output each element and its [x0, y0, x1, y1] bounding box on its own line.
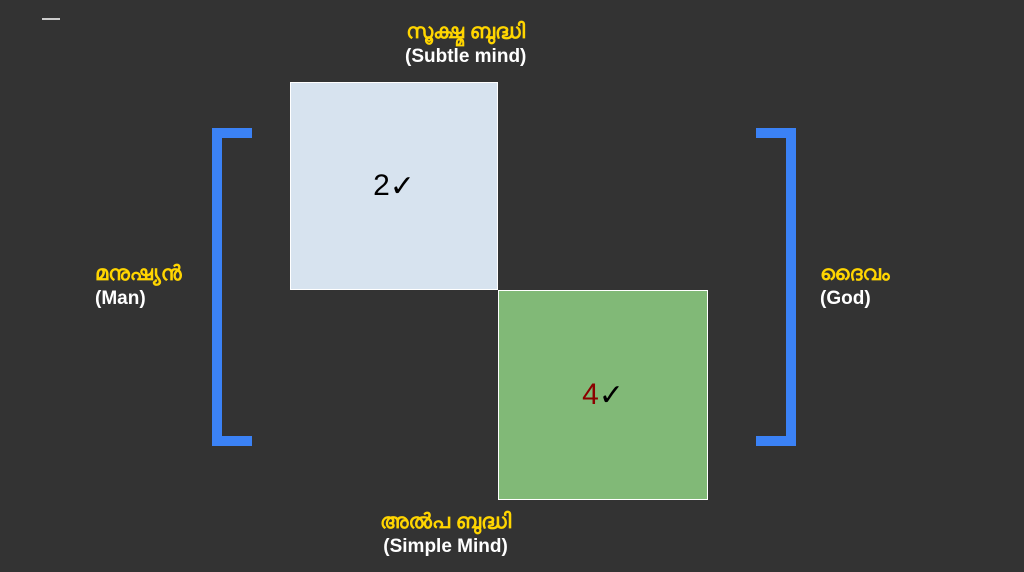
label-bottom-primary: അൽപ ബുദ്ധി [380, 508, 511, 535]
label-left-secondary: (Man) [95, 287, 182, 312]
label-bottom-secondary: (Simple Mind) [380, 535, 511, 560]
label-top-primary: സൂക്ഷ്മ ബുദ്ധി [405, 18, 526, 45]
bracket-left [212, 128, 252, 446]
label-left-primary: മനുഷ്യൻ [95, 260, 182, 287]
label-left: മനുഷ്യൻ (Man) [95, 260, 182, 312]
bracket-right [756, 128, 796, 446]
label-right-primary: ദൈവം [820, 260, 890, 287]
check-icon: ✓ [390, 169, 415, 204]
label-top: സൂക്ഷ്മ ബുദ്ധി (Subtle mind) [405, 18, 526, 70]
label-right-secondary: (God) [820, 287, 890, 312]
label-top-secondary: (Subtle mind) [405, 45, 526, 70]
decorative-dash [42, 18, 60, 20]
label-bottom: അൽപ ബുദ്ധി (Simple Mind) [380, 508, 511, 560]
square-simple-mind: 4✓ [498, 290, 708, 500]
square-bottom-value: 4 [582, 378, 599, 412]
label-right: ദൈവം (God) [820, 260, 890, 312]
square-top-value: 2 [373, 169, 390, 203]
square-subtle-mind: 2✓ [290, 82, 498, 290]
check-icon: ✓ [599, 378, 624, 413]
